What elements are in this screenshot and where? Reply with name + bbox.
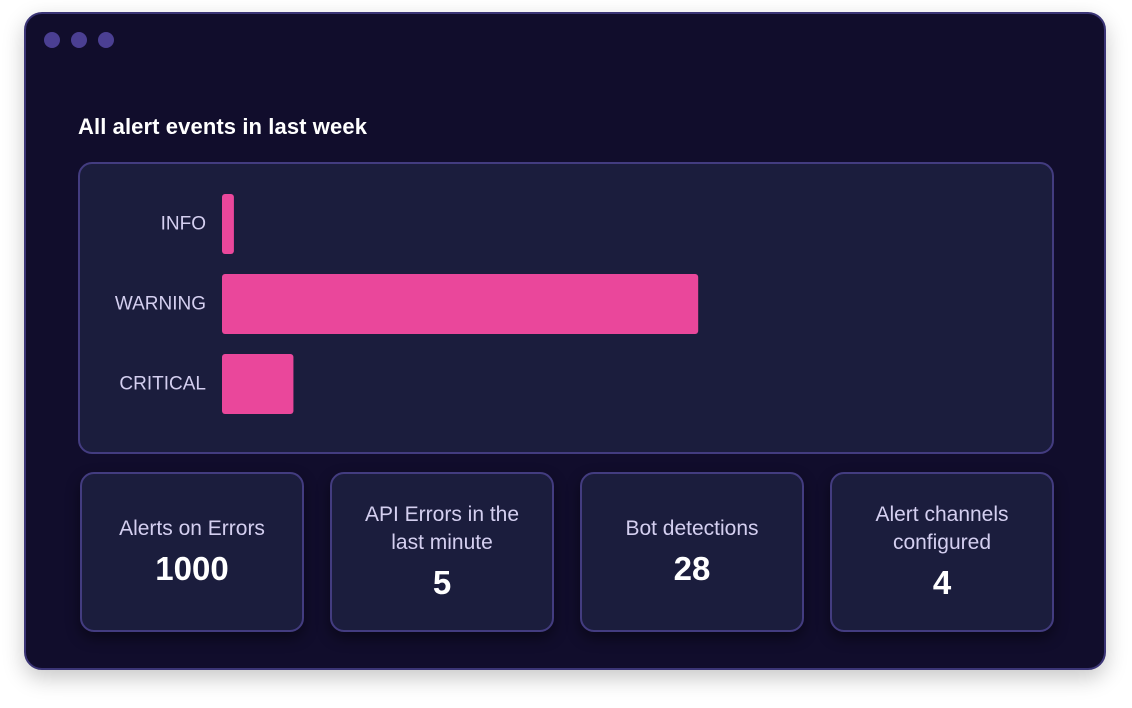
category-label-warning: WARNING [115, 294, 206, 315]
stat-label: Alerts on Errors [119, 517, 265, 540]
window-controls [44, 32, 114, 48]
stat-value: 1000 [155, 550, 229, 587]
stat-card-api-errors[interactable]: API Errors in the last minute 5 [330, 472, 554, 632]
alert-events-chart: INFO WARNING CRITICAL [78, 162, 1054, 454]
stat-value: 28 [673, 550, 711, 587]
stat-card-bot-detections[interactable]: Bot detections 28 [580, 472, 804, 632]
window-dot-1[interactable] [44, 32, 60, 48]
stat-card-alert-channels[interactable]: Alert channels configured 4 [830, 472, 1054, 632]
stat-value: 4 [932, 564, 952, 601]
bar-warning[interactable] [222, 274, 699, 334]
stats-cards: Alerts on Errors 1000 API Errors in the … [80, 472, 1056, 632]
bar-chart-svg: INFO WARNING CRITICAL [115, 194, 699, 414]
app-window: All alert events in last week INFO WARNIN… [24, 12, 1106, 670]
stat-label: API Errors in the last minute [364, 503, 520, 554]
category-label-info: INFO [161, 214, 206, 235]
stat-label: Bot detections [625, 517, 759, 540]
stat-value: 5 [432, 564, 452, 601]
window-dot-3[interactable] [98, 32, 114, 48]
bar-critical[interactable] [222, 354, 294, 414]
bar-info[interactable] [222, 194, 234, 254]
window-dot-2[interactable] [71, 32, 87, 48]
category-label-critical: CRITICAL [119, 374, 206, 395]
stat-label: Alert channels configured [875, 503, 1009, 554]
chart-title: All alert events in last week [78, 114, 368, 139]
stat-card-alerts-on-errors[interactable]: Alerts on Errors 1000 [80, 472, 304, 632]
